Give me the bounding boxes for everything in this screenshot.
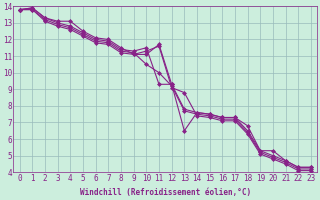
X-axis label: Windchill (Refroidissement éolien,°C): Windchill (Refroidissement éolien,°C): [80, 188, 251, 197]
